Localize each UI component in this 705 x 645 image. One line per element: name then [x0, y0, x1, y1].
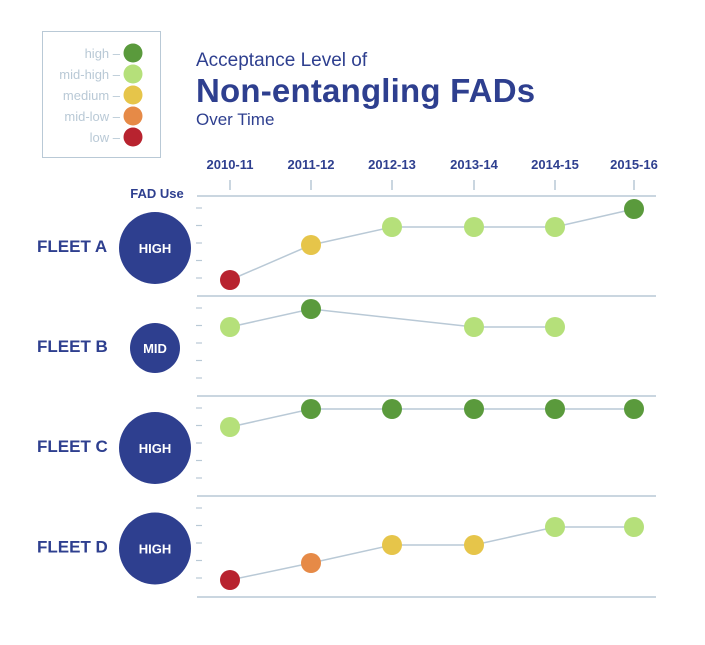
data-point: [220, 270, 240, 290]
legend-label-high: high –: [85, 46, 121, 61]
legend-dot-mid-low: [123, 106, 143, 126]
fleet-label: FLEET C: [37, 437, 108, 456]
data-point: [545, 217, 565, 237]
x-tick-label: 2013-14: [450, 157, 498, 172]
data-point: [382, 535, 402, 555]
data-point: [220, 317, 240, 337]
legend-box: [42, 31, 161, 158]
data-point: [301, 235, 321, 255]
title-line-2: Non-entangling FADs: [196, 72, 536, 109]
fleet-label: FLEET B: [37, 337, 108, 356]
fad-use-bubble: [119, 512, 191, 585]
data-point: [382, 399, 402, 419]
x-tick-label: 2011-12: [288, 157, 335, 172]
title-block: Acceptance Level of Non-entangling FADs …: [196, 50, 535, 130]
data-point: [545, 517, 565, 537]
data-point: [464, 317, 484, 337]
fad-use-label: MID: [143, 341, 167, 356]
fad-use-label: HIGH: [139, 241, 172, 256]
data-point: [464, 217, 484, 237]
legend-label-low: low –: [90, 130, 121, 145]
data-point: [464, 535, 484, 555]
legend-dot-mid-high: [123, 64, 143, 84]
x-tick-label: 2012-13: [368, 157, 416, 172]
legend-label-medium: medium –: [63, 88, 121, 103]
data-point: [301, 299, 321, 319]
fad-use-bubble: [119, 212, 191, 284]
legend-label-mid-high: mid-high –: [59, 67, 120, 82]
series-line: [229, 408, 634, 428]
fad-use-bubble: [119, 412, 191, 484]
legend-label-mid-low: mid-low –: [64, 109, 120, 124]
data-point: [545, 399, 565, 419]
x-tick-label: 2015-16: [610, 157, 658, 172]
fad-use-bubble: [130, 323, 180, 373]
data-point: [301, 399, 321, 419]
data-point: [624, 399, 644, 419]
data-point: [220, 570, 240, 590]
series-line: [229, 208, 635, 281]
fad-use-header: FAD Use: [130, 186, 183, 201]
series-line: [229, 526, 634, 581]
data-point: [624, 199, 644, 219]
legend-dot-medium: [123, 85, 143, 105]
data-point: [220, 417, 240, 437]
fleet-label: FLEET A: [37, 237, 107, 256]
series-line: [229, 308, 555, 328]
data-point: [545, 317, 565, 337]
data-point: [382, 217, 402, 237]
fad-use-label: HIGH: [139, 542, 172, 557]
data-point: [464, 399, 484, 419]
title-line-1: Acceptance Level of: [196, 50, 368, 71]
x-tick-label: 2010-11: [207, 157, 254, 172]
data-point: [624, 517, 644, 537]
title-line-3: Over Time: [196, 110, 275, 129]
legend-dot-low: [123, 127, 143, 147]
data-point: [301, 553, 321, 573]
x-tick-label: 2014-15: [531, 157, 579, 172]
fad-use-label: HIGH: [139, 441, 172, 456]
legend-dot-high: [123, 43, 143, 63]
fleet-label: FLEET D: [37, 538, 108, 557]
